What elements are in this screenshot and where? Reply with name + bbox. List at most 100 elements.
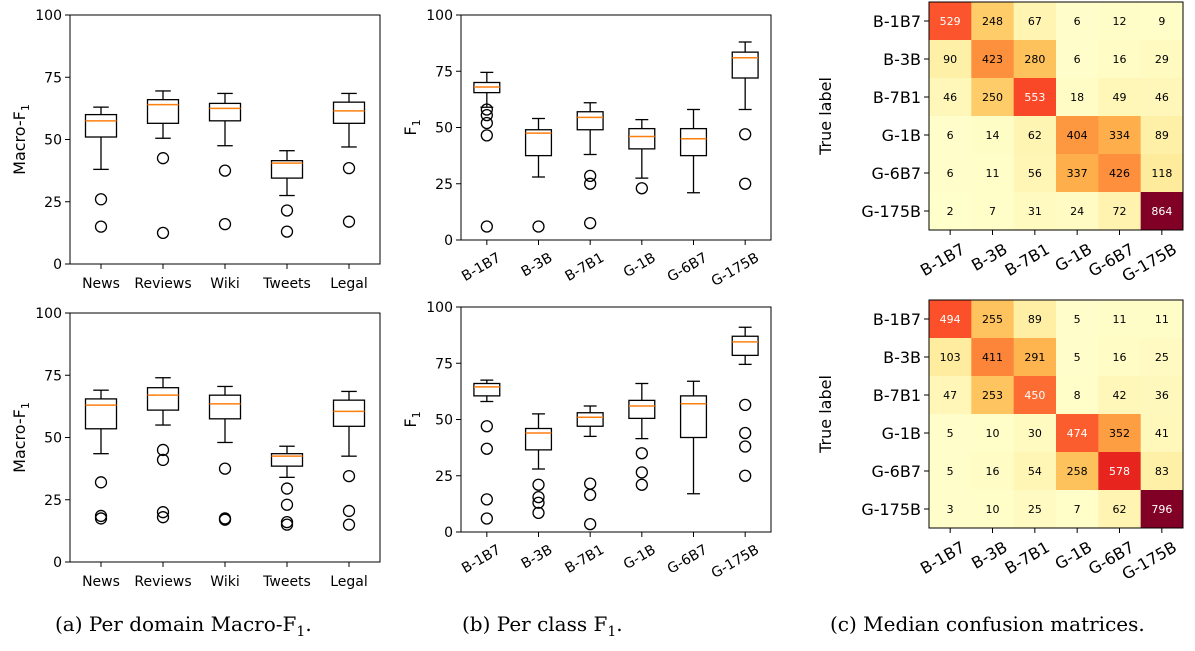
cm-bottom-cell xyxy=(1098,490,1142,529)
cm-bottom-cell xyxy=(929,490,972,529)
cm-bottom-cell-value: 11 xyxy=(1155,313,1169,326)
cm-bottom-ylabel: True label xyxy=(816,375,835,454)
cm-top-row-label: G-1B xyxy=(882,126,921,145)
class-top-box xyxy=(679,108,708,194)
caption-a-tail: . xyxy=(305,612,312,636)
cm-bottom-cell xyxy=(1013,452,1057,491)
domain-top-box xyxy=(146,90,180,240)
class-top-flier xyxy=(635,182,648,195)
cm-top-frame xyxy=(928,1,1184,231)
cm-bottom-cell xyxy=(1140,376,1184,415)
class-top-box xyxy=(731,41,759,190)
cm-top-cell-value: 46 xyxy=(1155,91,1169,104)
class-top-flier xyxy=(584,169,597,183)
cm-top-cell xyxy=(929,40,972,79)
cm-top-cell xyxy=(1013,78,1057,117)
domain-bottom-ytick-label: 100 xyxy=(35,306,62,322)
domain-top-flier xyxy=(94,220,108,233)
cm-top-cell xyxy=(1098,192,1142,231)
cm-bottom-cell-value: 25 xyxy=(1155,351,1169,364)
class-bottom-xtick-label: G-175B xyxy=(709,542,762,582)
domain-top-iqr xyxy=(84,113,118,138)
cm-top-cell-value: 9 xyxy=(1158,15,1165,28)
domain-top-box xyxy=(84,106,118,233)
class-top-ytick-label: 0 xyxy=(444,233,453,249)
cm-bottom-cell-value: 30 xyxy=(1028,427,1042,440)
class-bottom-plot: 0 25 50 75 100 F1 B-1B7 B-3B B-7B1 G-1B G-6B7G-175… xyxy=(401,300,772,582)
cm-top-cell-value: 46 xyxy=(943,91,957,104)
class-bottom-ytick-label: 50 xyxy=(435,413,453,429)
domain-bottom-flier xyxy=(156,453,170,467)
caption-b-sub: 1 xyxy=(607,624,617,640)
cm-bottom-cell-value: 10 xyxy=(986,427,1000,440)
domain-top-flier xyxy=(94,193,108,206)
domain-bottom-flier xyxy=(280,498,294,511)
cm-bottom-cell-value: 16 xyxy=(986,465,1000,478)
caption-c-text: (c) Median confusion matrices. xyxy=(830,612,1145,636)
domain-bottom-ylabel: Macro-F1 xyxy=(10,402,32,473)
cm-top-cell xyxy=(1013,40,1057,79)
domain-bottom-plot: 0 25 50 75 100 Macro-F1 News Reviews Wiki Tweets L… xyxy=(10,306,381,590)
domain-top-ylabel: Macro-F1 xyxy=(10,104,32,175)
domain-top-iqr xyxy=(146,99,180,124)
class-top-ylabel: F1 xyxy=(401,119,423,135)
cm-top-row-label: B-3B xyxy=(883,50,921,69)
class-bottom-ytick-label: 100 xyxy=(426,300,453,316)
domain-top-xtick-label: News xyxy=(82,276,120,292)
domain-top-flier xyxy=(218,164,232,177)
domain-bottom-xtick-label: Legal xyxy=(330,574,368,590)
cm-bottom-cell-value: 450 xyxy=(1024,389,1045,402)
class-bottom-flier xyxy=(480,512,493,525)
class-bottom-iqr xyxy=(473,382,501,397)
cm-bottom-col-label: B-1B7 xyxy=(917,537,968,578)
cm-bottom-row-label: G-6B7 xyxy=(871,462,921,481)
cm-bottom-cell-value: 352 xyxy=(1109,427,1130,440)
cm-top-cell xyxy=(1056,154,1099,193)
class-top-iqr xyxy=(576,111,604,131)
cm-top-cell-value: 89 xyxy=(1155,129,1169,142)
cm-top-cell-value: 56 xyxy=(1028,167,1042,180)
class-bottom-iqr xyxy=(731,335,759,357)
cm-top-cell xyxy=(1013,154,1057,193)
cm-top-cell-value: 423 xyxy=(982,53,1003,66)
cm-bottom-cell xyxy=(1013,300,1057,339)
cm-bottom-cell xyxy=(971,376,1015,415)
class-bottom-xtick-label: B-1B7 xyxy=(459,542,503,577)
cm-bottom-row-label: G-175B xyxy=(861,500,921,519)
domain-bottom-xtick-label: Reviews xyxy=(134,574,191,590)
caption-b-tail: . xyxy=(616,612,623,636)
cm-top-col-label: B-7B1 xyxy=(1002,239,1053,280)
cm-bottom-cell xyxy=(1056,414,1099,453)
domain-top-flier xyxy=(156,152,170,165)
class-bottom-flier xyxy=(532,490,545,504)
class-bottom-box xyxy=(628,382,656,491)
class-bottom-flier xyxy=(635,478,648,491)
domain-bottom-box xyxy=(270,445,304,531)
domain-bottom-box xyxy=(84,389,118,525)
class-bottom-flier xyxy=(635,466,648,479)
cm-top-cell xyxy=(1098,2,1142,41)
cm-bottom-cell xyxy=(1056,338,1099,377)
class-top-xtick-label: G-175B xyxy=(709,250,762,290)
cm-top-cell xyxy=(1098,78,1142,117)
cm-top-cell xyxy=(929,116,972,155)
domain-top-xtick-label: Reviews xyxy=(134,276,191,292)
class-top-xtick-label: G-1B xyxy=(621,250,659,281)
cm-bottom-cell-value: 255 xyxy=(982,313,1003,326)
domain-bottom-flier xyxy=(218,462,232,475)
domain-bottom-xtick-label: News xyxy=(82,574,120,590)
cm-bottom-cell-value: 10 xyxy=(986,503,1000,516)
class-bottom-iqr xyxy=(679,395,708,439)
cm-bottom-cell-value: 5 xyxy=(1074,351,1081,364)
class-top-flier xyxy=(480,220,493,233)
cm-bottom-cell-value: 36 xyxy=(1155,389,1169,402)
class-top-ytick-label: 75 xyxy=(435,64,453,80)
cm-top-row-label: G-6B7 xyxy=(871,164,921,183)
class-bottom-flier xyxy=(584,517,597,531)
cm-top-cell-value: 529 xyxy=(940,15,961,28)
cm-bottom-cell xyxy=(1140,300,1184,339)
cm-bottom-cell xyxy=(929,300,972,339)
domain-bottom-ytick-label: 50 xyxy=(44,431,62,447)
